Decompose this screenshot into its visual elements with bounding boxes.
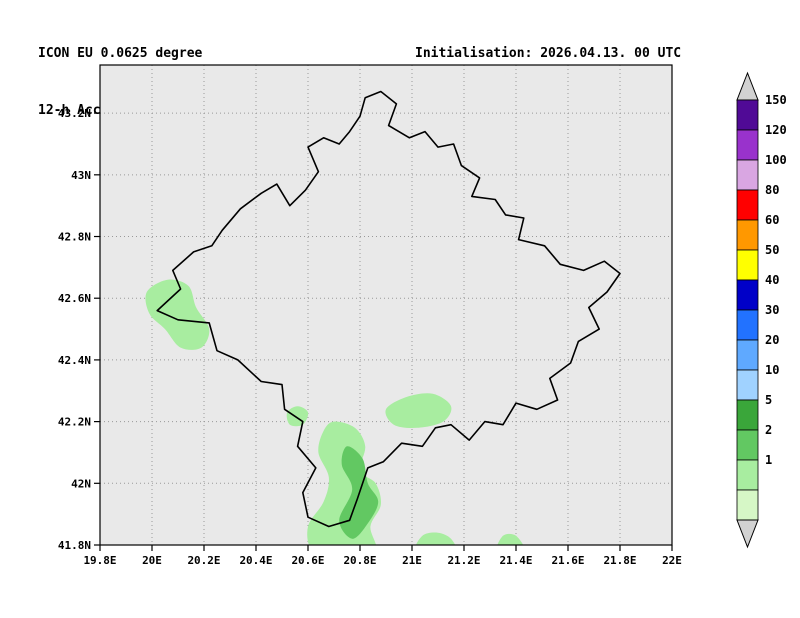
colorbar-label: 80 <box>765 183 779 197</box>
colorbar-label: 1 <box>765 453 772 467</box>
lon-tick-label: 21.6E <box>551 554 584 567</box>
lat-tick-label: 42.8N <box>58 231 91 244</box>
colorbar-segment <box>736 219 759 251</box>
lat-tick-label: 43.2N <box>58 107 91 120</box>
lat-tick-label: 42N <box>71 477 91 490</box>
lat-tick-label: 43N <box>71 169 91 182</box>
colorbar-segment <box>736 159 759 191</box>
lat-tick-label: 41.8N <box>58 539 91 552</box>
lon-tick-label: 20E <box>142 554 162 567</box>
colorbar-label: 30 <box>765 303 779 317</box>
colorbar-segment <box>736 459 759 491</box>
colorbar-segment <box>736 369 759 401</box>
plot-background <box>100 65 672 545</box>
colorbar-arrow-up-icon <box>736 71 759 101</box>
colorbar-label: 5 <box>765 393 772 407</box>
colorbar-segment <box>736 129 759 161</box>
precip-layer <box>145 90 621 545</box>
colorbar-arrow-down-icon <box>736 519 759 549</box>
lat-tick-label: 42.2N <box>58 416 91 429</box>
colorbar-segment <box>736 279 759 311</box>
colorbar-label: 60 <box>765 213 779 227</box>
colorbar-label: 20 <box>765 333 779 347</box>
colorbar-segment <box>736 339 759 371</box>
colorbar-label: 100 <box>765 153 787 167</box>
init-time-label: Initialisation: 2026.04.13. 00 UTC <box>415 46 682 61</box>
colorbar-segment <box>736 249 759 281</box>
colorbar-label: 50 <box>765 243 779 257</box>
precip-patch-1mm <box>416 532 456 545</box>
lon-tick-label: 22E <box>662 554 682 567</box>
lon-tick-label: 21E <box>402 554 422 567</box>
colorbar-label: 2 <box>765 423 772 437</box>
colorbar-label: 150 <box>765 93 787 107</box>
precip-patch-1mm <box>145 279 210 350</box>
colorbar-segment <box>736 489 759 521</box>
lon-tick-label: 21.8E <box>603 554 636 567</box>
lat-tick-label: 42.4N <box>58 354 91 367</box>
colorbar-segment <box>736 399 759 431</box>
colorbar-segment <box>736 189 759 221</box>
colorbar-label: 40 <box>765 273 779 287</box>
model-title: ICON EU 0.0625 degree <box>38 46 203 61</box>
kosovo-border <box>156 90 621 528</box>
plot-frame <box>99 64 673 546</box>
lon-tick-label: 21.4E <box>499 554 532 567</box>
colorbar-segment <box>736 429 759 461</box>
lon-tick-label: 19.8E <box>83 554 116 567</box>
lon-tick-label: 20.8E <box>343 554 376 567</box>
precip-patch-1mm <box>497 533 524 545</box>
precip-patch-1mm <box>385 393 452 428</box>
colorbar-segment <box>736 309 759 341</box>
lat-tick-label: 42.6N <box>58 292 91 305</box>
colorbar-segment <box>736 99 759 131</box>
lon-tick-label: 20.6E <box>291 554 324 567</box>
lon-tick-label: 21.2E <box>447 554 480 567</box>
colorbar-label: 10 <box>765 363 779 377</box>
lon-tick-label: 20.2E <box>187 554 220 567</box>
colorbar-label: 120 <box>765 123 787 137</box>
lon-tick-label: 20.4E <box>239 554 272 567</box>
